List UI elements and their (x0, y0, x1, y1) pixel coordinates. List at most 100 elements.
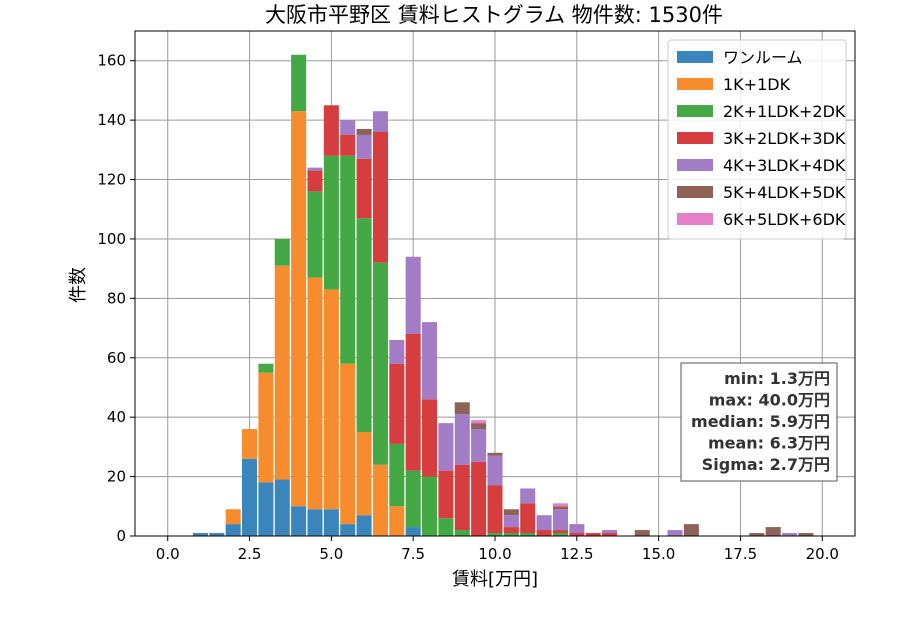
bar-segment (471, 461, 487, 536)
legend-label: 2K+1LDK+2DK (723, 102, 846, 121)
bar-segment (454, 530, 470, 536)
y-tick-label: 0 (116, 527, 126, 545)
y-tick-label: 80 (107, 289, 126, 307)
bar-segment (487, 533, 503, 536)
bar-segment (405, 256, 421, 334)
bar-segment (422, 399, 438, 477)
stats-line: median: 5.9万円 (691, 412, 830, 431)
legend: ワンルーム 1K+1DK 2K+1LDK+2DK 3K+2LDK+3DK 4K+3LDK… (667, 39, 847, 240)
stats-line: max: 40.0万円 (709, 391, 830, 410)
bar-segment (242, 429, 258, 459)
bar-segment (471, 423, 487, 430)
bars (192, 54, 814, 536)
bar-segment (356, 432, 372, 516)
bar-segment (307, 277, 323, 510)
bar-segment (454, 464, 470, 531)
bar-segment (683, 524, 699, 536)
bar-segment (634, 530, 650, 536)
bar-segment (274, 265, 290, 480)
x-tick-label: 10.0 (478, 545, 511, 563)
bar-segment (258, 482, 274, 536)
bar-segment (503, 527, 519, 534)
bar-segment (372, 464, 388, 536)
bar-segment (274, 479, 290, 536)
bar-segment (471, 429, 487, 462)
bar-segment (323, 155, 339, 290)
y-tick-label: 20 (107, 468, 126, 486)
bar-segment (585, 533, 601, 536)
x-tick-label: 0.0 (156, 545, 180, 563)
bar-segment (569, 524, 585, 534)
x-tick-label: 15.0 (642, 545, 675, 563)
bar-segment (798, 533, 814, 536)
x-tick-label: 20.0 (806, 545, 839, 563)
bar-segment (422, 322, 438, 400)
bar-segment (307, 509, 323, 536)
bar-segment (422, 476, 438, 536)
bar-segment (389, 339, 405, 364)
legend-label: 5K+4LDK+5DK (723, 183, 846, 202)
y-tick-label: 140 (97, 111, 126, 129)
x-axis-ticks: 0.0 2.5 5.0 7.5 10.0 12.5 15.0 17.5 20.0 (156, 536, 839, 563)
bar-segment (471, 420, 487, 424)
bar-segment (487, 485, 503, 534)
bar-segment (782, 533, 798, 536)
bar-segment (438, 518, 454, 536)
bar-segment (389, 363, 405, 444)
bar-segment (487, 455, 503, 486)
bar-segment (569, 533, 585, 536)
bar-segment (192, 533, 208, 536)
chart-title: 大阪市平野区 賃料ヒストグラム 物件数: 1530件 (265, 3, 723, 27)
legend-swatch (677, 159, 713, 171)
bar-segment (389, 506, 405, 536)
bar-segment (552, 503, 568, 507)
x-tick-label: 7.5 (401, 545, 425, 563)
y-axis-ticks: 0 20 40 60 80 100 120 140 160 (97, 52, 135, 545)
legend-swatch (677, 51, 713, 63)
y-tick-label: 60 (107, 349, 126, 367)
y-tick-label: 40 (107, 408, 126, 426)
legend-label: 1K+1DK (723, 75, 791, 94)
bar-segment (372, 262, 388, 465)
bar-segment (291, 111, 307, 507)
bar-segment (323, 105, 339, 156)
bar-segment (242, 458, 258, 536)
bar-segment (520, 503, 536, 534)
bar-segment (405, 527, 421, 536)
legend-label: 4K+3LDK+4DK (723, 156, 846, 175)
x-tick-label: 17.5 (724, 545, 757, 563)
bar-segment (389, 443, 405, 507)
x-axis-label: 賃料[万円] (452, 569, 538, 590)
stats-frame (680, 362, 838, 482)
bar-segment (487, 452, 503, 456)
bar-segment (307, 170, 323, 192)
bar-segment (258, 363, 274, 373)
bar-segment (536, 530, 552, 536)
legend-swatch (677, 213, 713, 225)
bar-segment (323, 509, 339, 536)
bar-segment (209, 533, 225, 536)
bar-segment (356, 515, 372, 536)
stats-line: mean: 6.3万円 (708, 434, 830, 453)
bar-segment (454, 402, 470, 415)
bar-segment (552, 530, 568, 534)
bar-segment (552, 506, 568, 510)
bar-segment (372, 111, 388, 132)
bar-segment (765, 527, 781, 536)
bar-segment (356, 218, 372, 433)
stats-line: Sigma: 2.7万円 (702, 455, 830, 474)
bar-segment (602, 530, 618, 534)
legend-swatch (677, 132, 713, 144)
bar-segment (340, 155, 356, 364)
bar-segment (749, 533, 765, 536)
y-tick-label: 160 (97, 52, 126, 70)
bar-segment (340, 120, 356, 135)
legend-swatch (677, 78, 713, 90)
stats-box: min: 1.3万円 max: 40.0万円 median: 5.9万円 mean: … (680, 362, 838, 482)
y-axis-label: 件数 (68, 267, 89, 303)
bar-segment (225, 524, 241, 536)
bar-segment (340, 134, 356, 156)
bar-segment (340, 363, 356, 525)
legend-label: 6K+5LDK+6DK (723, 210, 846, 229)
